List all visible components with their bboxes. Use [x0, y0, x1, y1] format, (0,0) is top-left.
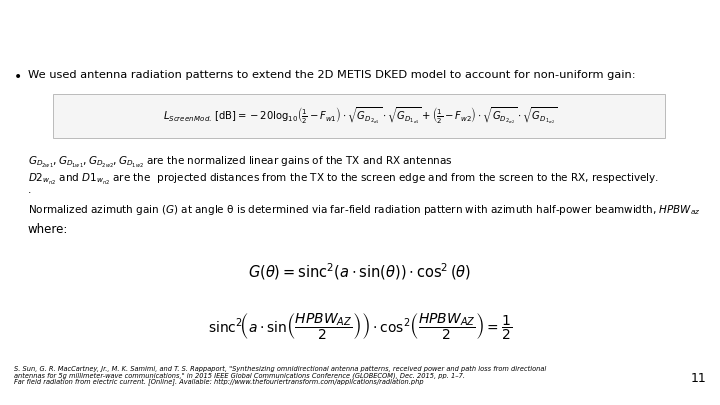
Text: $L_{Screen\,Mod.}\,[\mathrm{dB}] = -20\log_{10}\!\left(\frac{1}{2} - F_{w1}\righ: $L_{Screen\,Mod.}\,[\mathrm{dB}] = -20\l… [163, 106, 557, 126]
Text: •: • [14, 70, 22, 84]
Text: WIRELESS: WIRELESS [662, 47, 698, 52]
Text: We used antenna radiation patterns to extend the 2D METIS DKED model to account : We used antenna radiation patterns to ex… [28, 70, 636, 80]
Text: 11: 11 [690, 372, 706, 385]
Text: $G(\theta) = \mathrm{sinc}^2(a\cdot\sin(\theta))\cdot\cos^2(\theta)$: $G(\theta) = \mathrm{sinc}^2(a\cdot\sin(… [248, 261, 472, 281]
Text: Model Extension for Directional Antennas: Model Extension for Directional Antennas [114, 37, 606, 57]
Text: Proposed Double Knife-Edge Diffraction (DKED): Proposed Double Knife-Edge Diffraction (… [80, 8, 640, 28]
Text: where:: where: [28, 223, 68, 236]
Text: + NYU: + NYU [16, 16, 50, 26]
Text: $\mathrm{sinc}^2\!\left(a\cdot\sin\!\left(\dfrac{HPBW_{AZ}}{2}\right)\right)\cdo: $\mathrm{sinc}^2\!\left(a\cdot\sin\!\lef… [208, 311, 512, 342]
Text: S. Sun, G. R. MacCartney, Jr., M. K. Samimi, and T. S. Rappaport, "Synthesizing : S. Sun, G. R. MacCartney, Jr., M. K. Sam… [14, 366, 546, 372]
FancyBboxPatch shape [53, 94, 665, 138]
Text: .: . [28, 185, 32, 195]
Text: antennas for 5g millimeter-wave communications," in 2015 IEEE Global Communicati: antennas for 5g millimeter-wave communic… [14, 372, 465, 379]
Text: Normalized azimuth gain ($G$) at angle θ is determined via far-field radiation p: Normalized azimuth gain ($G$) at angle θ… [28, 203, 701, 217]
Text: Far field radiation from electric current. [Online]. Available: http://www.thefo: Far field radiation from electric curren… [14, 378, 423, 385]
Text: TANDON SCHOOL
OF ENGINEERING: TANDON SCHOOL OF ENGINEERING [16, 40, 54, 49]
Polygon shape [644, 23, 674, 43]
Text: $G_{D_{2w1}},G_{D_{1w1}},G_{D_{2w2}},G_{D_{1w2}}$ are the normalized linear gain: $G_{D_{2w1}},G_{D_{1w1}},G_{D_{2w2}},G_{… [28, 155, 452, 170]
Text: NYU: NYU [667, 20, 693, 30]
Text: $D2_{w_{n2}}$ and $D1_{w_{n2}}$ are the  projected distances from the TX to the : $D2_{w_{n2}}$ and $D1_{w_{n2}}$ are the … [28, 172, 659, 187]
